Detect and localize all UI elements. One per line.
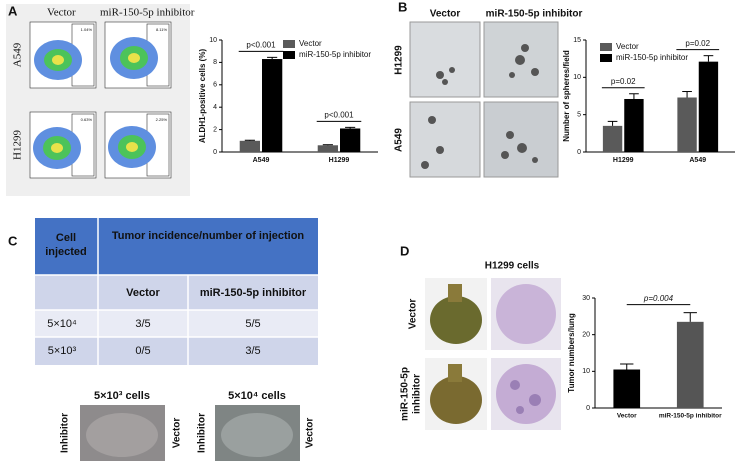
row-label: inhibitor	[412, 374, 423, 414]
x-tick-label: Vector	[617, 413, 637, 420]
panel-title: H1299 cells	[485, 261, 540, 272]
bar	[340, 128, 361, 152]
annotation: p=0.004	[643, 294, 674, 303]
flow-plots	[29, 21, 172, 179]
photo-caption: 5×10³ cells	[94, 390, 150, 402]
mouse-photos	[80, 405, 300, 461]
photo-label: Vector	[305, 418, 316, 449]
panel-label: A	[8, 3, 18, 18]
table-header: Cell injected	[45, 232, 87, 258]
bar	[677, 97, 697, 152]
table-cell: 3/5	[135, 318, 150, 330]
y-tick-label: 20	[582, 332, 590, 339]
legend-swatch	[600, 43, 612, 51]
legend-label: Vector	[299, 39, 322, 48]
column-label: miR-150-5p inhibitor	[486, 9, 583, 20]
panel-label: D	[400, 243, 409, 258]
panel-label: B	[398, 0, 407, 14]
gate-percent: 0.63%	[81, 117, 93, 122]
bar	[317, 145, 338, 152]
legend-label: miR-150-5p inhibitor	[616, 53, 688, 62]
gate-percent: 2.25%	[156, 117, 168, 122]
table-cell: 3/5	[245, 345, 260, 357]
y-axis-label: Number of spheres/field	[562, 50, 571, 142]
panel-label: C	[8, 233, 18, 248]
annotation: p<0.001	[246, 40, 276, 49]
gate-percent: 8.11%	[156, 27, 167, 32]
table-background	[35, 218, 318, 365]
table-cell: 5×10³	[48, 345, 77, 357]
y-tick-label: 4	[213, 104, 217, 111]
photo-label: Inhibitor	[197, 413, 208, 453]
legend-swatch	[283, 51, 295, 59]
table-header: Tumor incidence/number of injection	[112, 230, 305, 242]
legend-label: miR-150-5p inhibitor	[299, 50, 371, 59]
bar	[676, 321, 704, 408]
y-tick-label: 10	[209, 37, 217, 44]
legend-swatch	[600, 54, 612, 62]
bar	[262, 59, 283, 152]
legend-swatch	[283, 40, 295, 48]
bar	[624, 98, 644, 152]
bar	[239, 140, 260, 152]
y-tick-label: 10	[582, 368, 590, 375]
photo-caption: 5×10⁴ cells	[228, 390, 286, 402]
x-tick-label: A549	[253, 157, 270, 164]
photo-label: Vector	[172, 418, 183, 449]
bar	[602, 125, 623, 152]
table-cell: 5/5	[245, 318, 260, 330]
x-tick-label: H1299	[329, 157, 350, 164]
column-label: Vector	[430, 9, 461, 20]
table-cell: 5×10⁴	[47, 318, 77, 330]
photo-label: Inhibitor	[60, 413, 71, 453]
column-label: Vector	[47, 7, 76, 19]
sphere-images	[409, 21, 559, 178]
annotation: p<0.001	[324, 110, 354, 119]
y-tick-label: 0	[577, 149, 581, 156]
annotation: p=0.02	[685, 39, 710, 48]
y-tick-label: 8	[213, 59, 217, 66]
table-cell: 0/5	[135, 345, 150, 357]
lung-images	[425, 278, 561, 430]
y-axis-label: ALDH1-positive cells (%)	[198, 49, 207, 144]
x-tick-label: miR-150-5p inhibitor	[659, 413, 722, 420]
table-subheader: miR-150-5p inhibitor	[200, 287, 307, 299]
row-label: H1299	[12, 130, 24, 160]
row-label: A549	[12, 42, 24, 67]
row-label: A549	[394, 128, 405, 152]
row-label: Vector	[408, 299, 419, 330]
bar	[613, 369, 641, 408]
y-tick-label: 0	[213, 149, 217, 156]
y-axis-label: Tumor numbers/lung	[567, 313, 576, 393]
table-subheader: Vector	[126, 287, 160, 299]
x-tick-label: A549	[689, 157, 706, 164]
y-tick-label: 30	[582, 295, 590, 302]
bar	[698, 61, 719, 152]
gate-percent: 1.04%	[81, 27, 93, 32]
y-tick-label: 0	[586, 405, 590, 412]
legend-label: Vector	[616, 42, 639, 51]
y-tick-label: 6	[213, 82, 217, 89]
row-label: H1299	[394, 45, 405, 75]
row-label: miR-150-5p	[400, 367, 411, 421]
y-tick-label: 2	[213, 126, 217, 133]
y-tick-label: 15	[573, 37, 581, 44]
y-tick-label: 5	[577, 112, 581, 119]
column-label: miR-150-5p inhibitor	[100, 7, 195, 19]
y-tick-label: 10	[573, 74, 581, 81]
x-tick-label: H1299	[613, 157, 634, 164]
annotation: p=0.02	[611, 77, 636, 86]
